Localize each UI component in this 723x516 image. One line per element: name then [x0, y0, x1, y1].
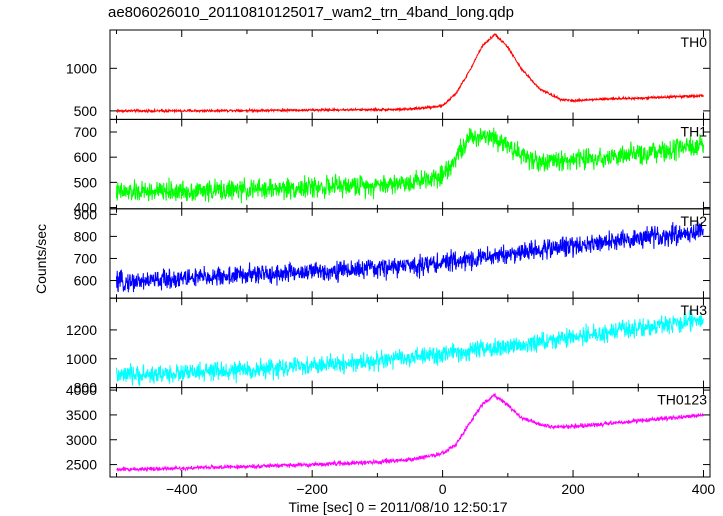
y-tick-label: 600	[74, 149, 98, 165]
panel-th3: 800 1000 1200 TH3	[66, 297, 711, 396]
y-tick-label: 400	[74, 200, 98, 216]
chart-title: ae806026010_20110810125017_wam2_trn_4ban…	[108, 4, 514, 21]
panel-frame	[109, 297, 711, 389]
y-tick-label: 700	[74, 124, 98, 140]
panel-frame	[109, 29, 711, 120]
panel-label: TH2	[681, 213, 708, 229]
series-line-th2	[116, 221, 704, 293]
y-tick-label: 1000	[66, 351, 97, 367]
y-tick-label: 3500	[66, 407, 97, 423]
panel-th1: 400 500 600 700 TH1	[74, 118, 711, 216]
panel-frame	[109, 387, 711, 478]
y-tick-label: 900	[74, 206, 98, 222]
x-axis-label: Time [sec] 0 = 2011/08/10 12:50:17	[288, 499, 507, 515]
y-axis-label: Counts/sec	[33, 224, 49, 294]
y-tick-label: 800	[74, 228, 98, 244]
panel-frame	[109, 208, 711, 299]
panel-th2: 600 700 800 900 TH2	[74, 206, 711, 299]
x-tick-label: 0	[439, 481, 447, 497]
y-tick-label: 600	[74, 273, 98, 289]
y-tick-label: 500	[74, 174, 98, 190]
series-line-th3	[116, 309, 704, 387]
panel-th0123: 2500 3000 3500 4000 TH0123	[66, 382, 711, 478]
panel-label: TH0123	[657, 392, 707, 408]
panel-label: TH1	[681, 123, 708, 139]
panels: 500 1000 TH0 400 500 600 700 TH1 600 700 800 900 TH2…	[66, 29, 716, 497]
y-tick-label: 3000	[66, 432, 97, 448]
panel-frame	[109, 118, 711, 210]
x-tick-label: −400	[166, 481, 198, 497]
panel-th0: 500 1000 TH0	[66, 29, 711, 120]
x-tick-label: 400	[692, 481, 716, 497]
panel-label: TH0	[681, 34, 708, 50]
y-tick-label: 2500	[66, 457, 97, 473]
y-tick-label: 800	[74, 380, 98, 396]
y-tick-label: 700	[74, 250, 98, 266]
x-tick-label: 200	[561, 481, 585, 497]
series-line-th0123	[116, 392, 704, 473]
y-tick-label: 1200	[66, 322, 97, 338]
series-line-th0	[116, 33, 704, 114]
y-tick-label: 1000	[66, 60, 97, 76]
y-tick-label: 4000	[66, 382, 97, 398]
series-line-th1	[116, 127, 704, 204]
x-tick-label: −200	[296, 481, 328, 497]
y-tick-label: 500	[74, 103, 98, 119]
panel-label: TH3	[681, 302, 708, 318]
